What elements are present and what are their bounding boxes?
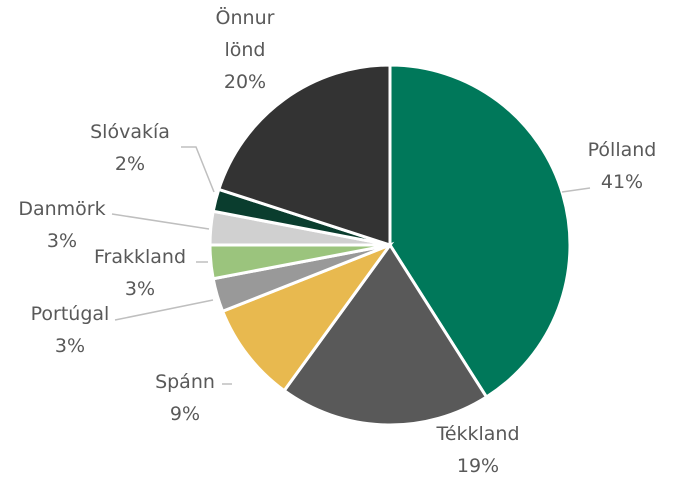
data-label: Spánn 9% [135, 366, 235, 430]
data-label: Önnur lönd 20% [205, 2, 285, 98]
leader-line [181, 146, 215, 193]
data-label: Portúgal 3% [15, 298, 125, 362]
value-label: 20% [223, 71, 267, 93]
category-label: Önnur lönd [215, 7, 275, 61]
value-label: 3% [54, 335, 86, 357]
category-label: Spánn [155, 371, 215, 393]
value-label: 2% [114, 153, 146, 175]
category-label: Slóvakía [90, 121, 170, 143]
category-label: Danmörk [18, 198, 106, 220]
category-label: Frakkland [93, 246, 187, 268]
pie-slice [220, 241, 395, 393]
leader-line [114, 299, 214, 321]
value-label: 3% [124, 278, 156, 300]
pie-slice [216, 63, 392, 248]
value-label: 41% [600, 171, 644, 193]
data-label: Slóvakía 2% [75, 116, 185, 180]
leader-line [561, 187, 591, 193]
category-label: Tékkland [436, 423, 520, 445]
value-label: 3% [46, 230, 78, 252]
leader-line [111, 213, 210, 230]
category-label: Portúgal [30, 303, 110, 325]
value-label: 9% [169, 403, 201, 425]
data-label: Frakkland 3% [80, 241, 200, 305]
category-label: Pólland [587, 139, 657, 161]
data-label: Tékkland 19% [418, 418, 538, 477]
data-label: Danmörk 3% [7, 193, 117, 257]
data-label: Pólland 41% [562, 134, 675, 198]
value-label: 19% [456, 455, 500, 477]
pie-slice [282, 242, 489, 427]
